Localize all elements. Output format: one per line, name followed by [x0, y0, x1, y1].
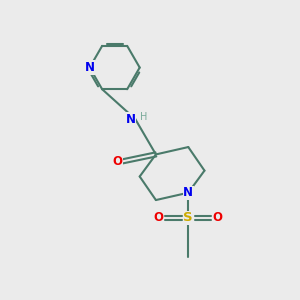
Text: N: N	[85, 61, 94, 74]
Text: O: O	[213, 211, 223, 224]
Text: H: H	[140, 112, 147, 122]
Text: S: S	[184, 211, 193, 224]
Text: O: O	[112, 155, 122, 168]
Text: N: N	[183, 186, 193, 199]
Text: O: O	[154, 211, 164, 224]
Text: N: N	[126, 112, 136, 126]
